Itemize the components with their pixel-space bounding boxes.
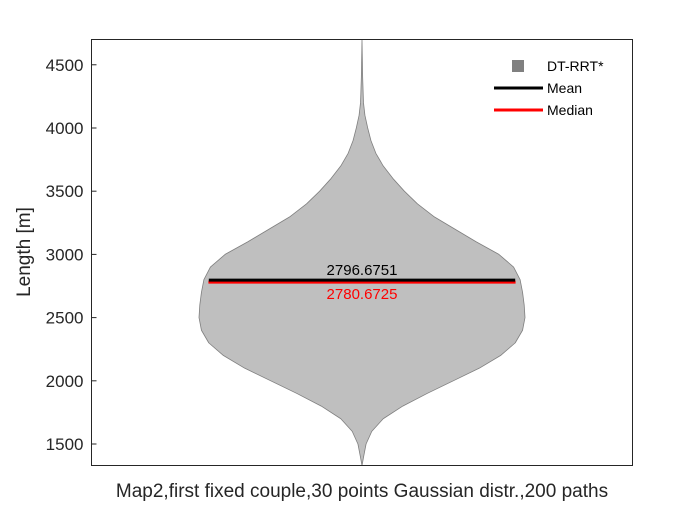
plot-frame (91, 39, 633, 466)
y-tick-label: 4000 (46, 119, 84, 138)
legend: DT-RRT* Mean Median (494, 58, 604, 118)
y-tick-label: 3500 (46, 182, 84, 201)
y-axis-label: Length [m] (14, 207, 35, 297)
mean-label: 2796.6751 (327, 262, 398, 279)
y-tick-label: 3000 (46, 245, 84, 264)
y-tick-label: 1500 (46, 435, 84, 454)
legend-label-mean: Mean (547, 80, 582, 96)
stat-lines (208, 278, 516, 284)
y-tick-label: 2500 (46, 309, 84, 328)
median-label: 2780.6725 (327, 286, 398, 303)
legend-marker-dt-rrt (512, 60, 524, 72)
legend-label-median: Median (547, 102, 593, 118)
x-axis-label: Map2,first fixed couple,30 points Gaussi… (116, 481, 608, 502)
legend-label-dt-rrt: DT-RRT* (547, 58, 604, 74)
y-tick-label: 4500 (46, 56, 84, 75)
y-tick-label: 2000 (46, 372, 84, 391)
y-axis-ticks: 1500 2000 2500 3000 3500 4000 4500 (46, 56, 97, 454)
